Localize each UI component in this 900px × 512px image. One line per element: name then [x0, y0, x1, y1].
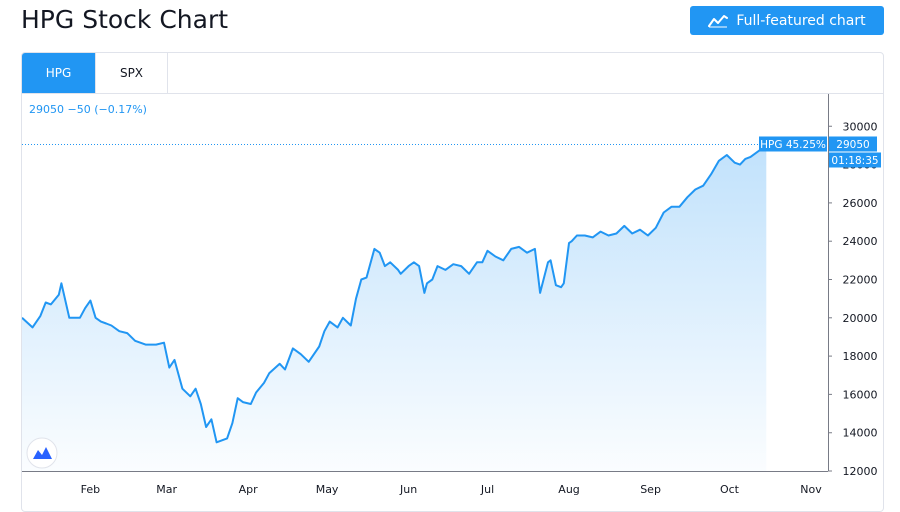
tradingview-logo-icon: [26, 437, 58, 469]
symbol-tabs: HPG SPX: [22, 53, 168, 93]
x-tick-label: Jun: [399, 483, 417, 496]
tabs-divider: [22, 93, 883, 94]
series-label-bg: [759, 136, 827, 152]
countdown-text: 01:18:35: [831, 155, 878, 167]
price-series-line: [22, 143, 767, 444]
full-featured-chart-button[interactable]: Full-featured chart: [690, 6, 884, 35]
y-tick-label: 20000: [843, 312, 878, 325]
price-area-fill: [22, 144, 767, 471]
page-title: HPG Stock Chart: [21, 5, 229, 34]
y-tick-label: 22000: [843, 274, 878, 287]
x-tick-label: Jul: [480, 483, 494, 496]
y-tick-label: 18000: [843, 350, 878, 363]
y-tick-label: 16000: [843, 388, 878, 401]
x-tick-label: Nov: [800, 483, 822, 496]
full-featured-chart-label: Full-featured chart: [736, 12, 866, 29]
x-tick-label: Mar: [156, 483, 177, 496]
y-tick-label: 26000: [843, 197, 878, 210]
legend-value: 29050 −50 (−0.17%): [29, 103, 147, 116]
tab-spx[interactable]: SPX: [96, 53, 168, 93]
series-label-text: HPG 45.25%: [760, 139, 826, 151]
last-price-tag-bg: [829, 136, 877, 152]
y-tick-label: 12000: [843, 465, 878, 478]
x-tick-label: Sep: [640, 483, 661, 496]
x-tick-label: Oct: [720, 483, 740, 496]
countdown-bg: [829, 152, 881, 168]
x-tick-label: May: [316, 483, 339, 496]
x-tick-label: Apr: [239, 483, 259, 496]
tab-hpg-label: HPG: [45, 66, 72, 80]
tab-hpg[interactable]: HPG: [22, 53, 96, 93]
last-price-tag-text: 29050: [836, 139, 869, 151]
chart-widget: HPG SPX 12000 14000 16000 18000 20000 22000 24…: [21, 52, 884, 512]
y-tick-label: 24000: [843, 235, 878, 248]
chart-line-icon: [708, 14, 729, 27]
x-tick-label: Aug: [558, 483, 579, 496]
y-tick-label: 30000: [843, 120, 878, 133]
tab-spx-label: SPX: [119, 66, 144, 80]
x-tick-label: Feb: [81, 483, 100, 496]
y-tick-label: 14000: [843, 427, 878, 440]
price-chart[interactable]: 12000 14000 16000 18000 20000 22000 24000 26000…: [22, 53, 884, 512]
